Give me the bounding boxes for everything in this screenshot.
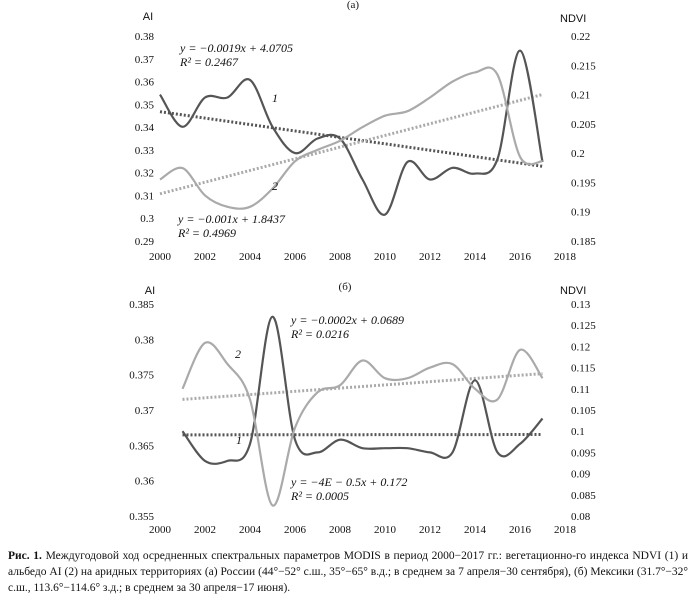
- y-left-tick-label: 0.38: [135, 334, 155, 346]
- x-tick-label: 2014: [464, 251, 487, 263]
- y-right-tick-label: 0.22: [571, 31, 590, 43]
- y-left-tick-label: 0.3: [140, 213, 154, 225]
- x-tick-label: 2002: [194, 524, 216, 536]
- series-label-1: 1: [236, 433, 242, 447]
- y-right-tick-label: 0.1: [571, 426, 585, 438]
- series-line-2: [159, 66, 543, 210]
- y-left-tick-label: 0.37: [135, 54, 155, 66]
- x-tick-label: 2014: [464, 524, 487, 536]
- chart-panel-1: (б) AI NDVI 0.355 0.36 0.365 0.37 0.375 0.38 0.38…: [129, 281, 596, 536]
- caption-text: Междугодовой ход осредненных спектральны…: [8, 550, 688, 594]
- y-right-tick-label: 0.115: [571, 363, 596, 375]
- y-right-tick-label: 0.215: [571, 60, 596, 72]
- series-label-2: 2: [235, 347, 241, 361]
- y-axis-left-title: AI: [143, 11, 153, 23]
- y-left-tick-label: 0.31: [135, 190, 154, 202]
- y-axis-left-title: AI: [145, 285, 155, 297]
- y-right-tick-label: 0.08: [571, 511, 591, 523]
- y-axis-right-title: NDVI: [560, 13, 586, 25]
- figure-caption: Рис. 1. Междугодовой ход осредненных спе…: [8, 548, 688, 596]
- series-line-1: [181, 315, 544, 465]
- y-right-tick-label: 0.085: [571, 490, 596, 502]
- y-right-tick-label: 0.13: [571, 299, 591, 311]
- x-tick-label: 2010: [374, 251, 397, 263]
- y-right-tick-label: 0.105: [571, 405, 596, 417]
- trendline-r2: R² = 0.0216: [290, 327, 349, 341]
- x-tick-label: 2000: [149, 251, 172, 263]
- x-tick-label: 2018: [554, 251, 577, 263]
- x-tick-label: 2006: [284, 524, 307, 536]
- y-left-tick-label: 0.32: [135, 168, 154, 180]
- trendline-r2: R² = 0.2467: [179, 55, 239, 69]
- y-left-tick-label: 0.355: [129, 511, 154, 523]
- caption-label: Рис. 1.: [8, 550, 42, 562]
- x-tick-label: 2010: [374, 524, 397, 536]
- y-right-tick-label: 0.095: [571, 447, 596, 459]
- x-tick-label: 2004: [239, 524, 262, 536]
- y-axis-right-title: NDVI: [560, 285, 586, 297]
- y-left-tick-label: 0.33: [135, 145, 155, 157]
- y-left-tick-label: 0.37: [135, 405, 155, 417]
- trendline-1: [159, 110, 543, 168]
- trendline-equation: y = −4E − 0.5x + 0.172: [290, 475, 407, 489]
- y-right-tick-label: 0.09: [571, 469, 591, 481]
- y-left-tick-label: 0.34: [135, 122, 155, 134]
- x-tick-label: 2018: [554, 524, 577, 536]
- y-right-tick-label: 0.11: [571, 384, 590, 396]
- series-label-1: 1: [272, 91, 278, 105]
- y-right-tick-label: 0.12: [571, 341, 590, 353]
- y-left-tick-label: 0.38: [135, 31, 155, 43]
- y-left-tick-label: 0.36: [135, 476, 155, 488]
- x-tick-label: 2016: [509, 251, 532, 263]
- y-right-tick-label: 0.19: [571, 207, 591, 219]
- x-tick-label: 2006: [284, 251, 307, 263]
- trendline-2: [182, 372, 543, 401]
- x-tick-label: 2002: [194, 251, 216, 263]
- x-tick-label: 2004: [239, 251, 262, 263]
- x-tick-label: 2016: [509, 524, 532, 536]
- y-right-tick-label: 0.195: [571, 177, 596, 189]
- x-tick-label: 2012: [419, 251, 441, 263]
- chart-title: (a): [347, 0, 360, 11]
- trendline-2: [159, 93, 543, 196]
- y-left-tick-label: 0.375: [129, 370, 154, 382]
- trendline-r2: R² = 0.4969: [177, 226, 236, 240]
- trendline-equation: y = −0.0002x + 0.0689: [290, 313, 404, 327]
- trendline-equation: y = −0.001x + 1.8437: [177, 212, 286, 226]
- chart-title: (б): [339, 281, 352, 293]
- series-label-2: 2: [272, 179, 278, 193]
- y-right-tick-label: 0.21: [571, 90, 590, 102]
- chart-panel-0: (a) AI NDVI 0.29 0.3 0.31 0.32 0.33 0.34 0.35 0.36…: [135, 0, 597, 263]
- x-tick-label: 2008: [329, 251, 352, 263]
- x-tick-label: 2008: [329, 524, 352, 536]
- y-right-tick-label: 0.185: [571, 236, 596, 248]
- series-line-1: [159, 49, 544, 216]
- y-right-tick-label: 0.2: [571, 148, 585, 160]
- trendline-r2: R² = 0.0005: [290, 489, 349, 503]
- trendline-equation: y = −0.0019x + 4.0705: [179, 41, 293, 55]
- y-left-tick-label: 0.385: [129, 299, 154, 311]
- y-right-tick-label: 0.125: [571, 320, 596, 332]
- y-left-tick-label: 0.35: [135, 99, 155, 111]
- y-left-tick-label: 0.36: [135, 77, 155, 89]
- y-right-tick-label: 0.205: [571, 119, 596, 131]
- series-line-2: [181, 341, 544, 507]
- y-left-tick-label: 0.365: [129, 440, 154, 452]
- y-left-tick-label: 0.29: [135, 236, 155, 248]
- x-tick-label: 2000: [149, 524, 172, 536]
- figure-svg: (a) AI NDVI 0.29 0.3 0.31 0.32 0.33 0.34 0.35 0.36…: [129, 0, 597, 536]
- x-tick-label: 2012: [419, 524, 441, 536]
